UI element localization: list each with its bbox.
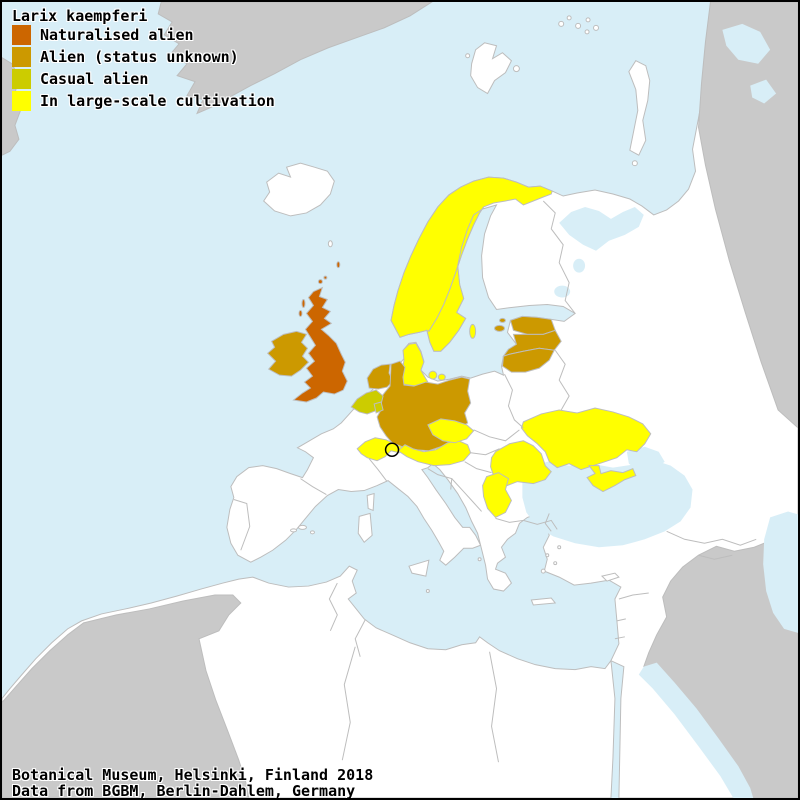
- region-sahara: [2, 594, 250, 798]
- island-vaygach: [631, 160, 638, 167]
- border-slovakia-poland: [473, 429, 520, 442]
- map-status-countries: [266, 176, 652, 519]
- island-aegean: [553, 561, 558, 566]
- caspian-sea: [763, 511, 798, 633]
- island-balearic: [309, 530, 315, 535]
- island-gotland: [469, 323, 477, 339]
- island-franz-josef: [558, 20, 565, 27]
- occurrence-open-circle-marker: [384, 442, 400, 457]
- island-franz-josef: [575, 22, 582, 29]
- island-franz-josef: [585, 17, 591, 23]
- island-orkney2: [323, 275, 328, 280]
- island-malta: [425, 589, 430, 594]
- country-romania: [490, 440, 552, 488]
- country-luxembourg: [373, 401, 384, 414]
- border-levant-1: [616, 618, 626, 622]
- pechora-inlet: [750, 79, 777, 104]
- island-cyprus: [600, 572, 620, 582]
- border-libya-egypt: [489, 651, 499, 763]
- country-austria: [397, 440, 472, 467]
- border-algeria-tunisia: [328, 582, 338, 632]
- white-sea: [559, 206, 644, 251]
- island-ionian: [477, 557, 482, 562]
- country-netherlands: [366, 363, 394, 390]
- country-estonia: [509, 315, 556, 335]
- island-franz-josef: [584, 29, 590, 35]
- island-corsica: [366, 492, 375, 512]
- border-france-italy: [368, 458, 388, 482]
- border-finland-russia: [542, 200, 576, 314]
- barents-inlet: [722, 23, 771, 64]
- country-ireland: [266, 330, 310, 377]
- border-tunisia-libya: [354, 619, 366, 657]
- island-aegean: [557, 545, 562, 550]
- country-crimea: [586, 465, 637, 493]
- island-hiiumaa: [499, 317, 506, 323]
- island-aegean: [545, 553, 550, 558]
- map-inner-seas: [443, 23, 798, 798]
- island-svalbard: [470, 42, 513, 95]
- island-zealand: [428, 370, 438, 380]
- island-sicily: [408, 559, 430, 577]
- island-svalbard-islet2: [465, 53, 471, 59]
- border-caucasus-south: [698, 554, 733, 560]
- country-great-britain: [292, 286, 348, 403]
- border-greece-north: [495, 517, 558, 530]
- border-belarus-russia: [554, 349, 570, 411]
- island-hebrides2: [298, 309, 303, 317]
- region-greenland: [157, 2, 433, 115]
- border-spain-france: [300, 478, 327, 495]
- border-poland-belarus: [504, 373, 524, 429]
- border-syria-turkey: [618, 592, 649, 600]
- island-svalbard-islet: [512, 65, 520, 73]
- island-funen: [437, 373, 446, 381]
- island-iceland: [263, 162, 335, 217]
- map-internal-borders: [233, 200, 757, 763]
- sea-of-azov: [626, 446, 665, 472]
- country-czech-republic: [427, 418, 475, 444]
- border-slovenia-croatia: [427, 468, 453, 490]
- border-greece-turkey: [544, 513, 552, 532]
- country-ukraine: [520, 407, 652, 471]
- island-franz-josef: [593, 24, 599, 31]
- country-sweden: [426, 206, 485, 352]
- lake-onega: [573, 258, 586, 273]
- island-orkney: [317, 279, 323, 285]
- country-serbia: [482, 472, 513, 519]
- island-saaremaa: [494, 324, 505, 332]
- border-croatia-bosnia: [451, 478, 482, 512]
- country-lithuania: [501, 347, 555, 373]
- border-hungary-croatia: [464, 461, 492, 474]
- border-algeria-libya: [341, 646, 356, 761]
- island-hebrides: [301, 299, 306, 308]
- border-caucasus-north: [666, 530, 757, 546]
- island-faroe: [327, 240, 333, 248]
- black-sea: [522, 459, 693, 548]
- island-sardinia: [357, 512, 373, 544]
- island-balearic: [290, 528, 298, 533]
- region-russia-northeast: [697, 2, 798, 429]
- red-sea: [638, 662, 754, 798]
- border-slovakia-hungary: [470, 448, 500, 456]
- border-portugal-spain: [233, 499, 251, 551]
- island-franz-josef: [566, 15, 572, 21]
- island-aegean: [540, 568, 546, 574]
- border-levant-2: [614, 636, 625, 640]
- island-novaya-zemlya: [628, 60, 651, 156]
- island-balearic: [298, 524, 307, 530]
- island-shetland: [336, 261, 341, 269]
- island-crete: [530, 597, 557, 606]
